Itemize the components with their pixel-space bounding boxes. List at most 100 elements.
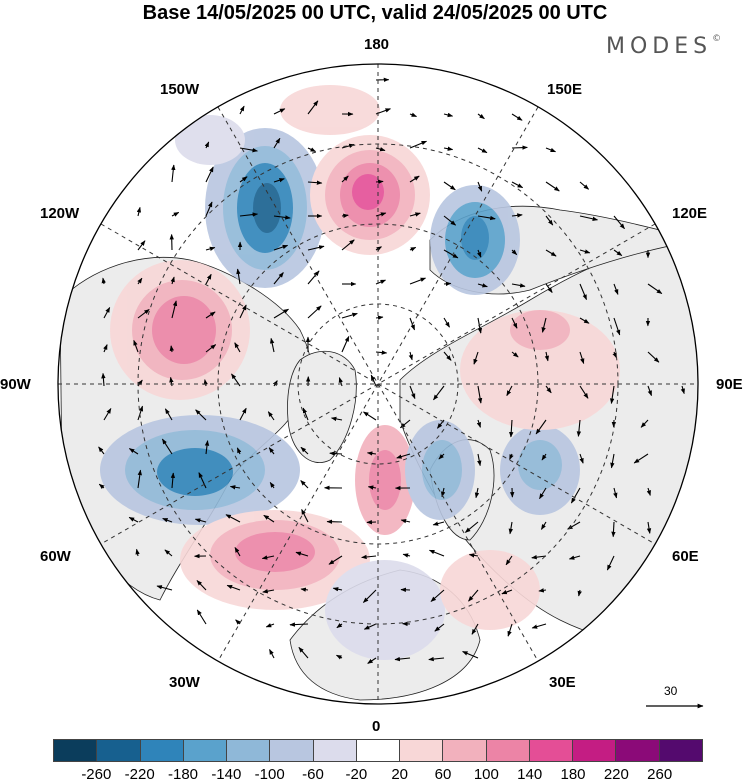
anomaly-positive-160w: [280, 85, 380, 135]
colorbar-cell: [54, 740, 98, 761]
wind-arrow: [402, 553, 411, 558]
wind-arrow: [103, 307, 111, 319]
wind-arrow: [509, 419, 514, 438]
wind-arrow: [511, 351, 519, 358]
lon-label-60w: 60W: [40, 548, 71, 565]
wind-vectors: [98, 77, 685, 664]
wind-arrow: [570, 487, 581, 504]
colorbar-cell: [659, 740, 702, 761]
wind-arrow: [579, 283, 588, 301]
wind-arrow: [647, 351, 660, 363]
wind-arrow: [307, 147, 316, 152]
wind-arrow: [225, 514, 241, 523]
wind-arrow: [170, 276, 175, 285]
wind-arrow: [409, 140, 428, 149]
wind-arrow: [128, 448, 139, 455]
wind-arrow: [443, 112, 454, 118]
wind-arrow: [394, 656, 411, 662]
wind-arrow: [289, 622, 309, 627]
wind-arrow: [328, 555, 343, 565]
wind-arrow: [443, 351, 452, 361]
lon-label-0: 0: [372, 718, 381, 735]
wind-arrow: [579, 181, 590, 190]
anomaly-negative-0: [325, 560, 445, 660]
wind-arrow: [535, 419, 547, 435]
wind-arrow: [307, 305, 322, 319]
wind-arrow: [375, 179, 384, 185]
colorbar-cell: [270, 740, 314, 761]
wind-arrow: [505, 555, 513, 566]
wind-arrow: [307, 180, 323, 185]
wind-arrow: [606, 555, 615, 571]
wind-arrow: [235, 619, 241, 625]
wind-arrow: [367, 485, 377, 490]
wind-arrow: [511, 113, 523, 121]
wind-arrow: [396, 453, 411, 459]
wind-arrow: [273, 244, 289, 251]
wind-arrow: [98, 483, 105, 490]
wind-arrow: [579, 249, 591, 254]
wind-arrow: [646, 521, 652, 534]
wind-arrow: [438, 453, 445, 460]
wind-arrow: [338, 377, 343, 387]
colorbar: [53, 739, 703, 762]
wind-arrow: [137, 405, 144, 421]
wind-arrow: [531, 623, 547, 629]
wind-arrow: [646, 487, 651, 496]
wind-arrow: [234, 547, 241, 557]
wind-arrow: [136, 206, 142, 217]
wind-arrow: [301, 509, 309, 523]
wind-arrow: [509, 453, 514, 461]
wind-arrow: [273, 215, 291, 220]
lon-label-30e: 30E: [549, 674, 576, 691]
wind-arrow: [273, 308, 289, 319]
wind-arrow: [341, 213, 349, 219]
wind-arrow: [545, 249, 557, 257]
wind-arrow: [234, 342, 241, 353]
wind-arrow: [236, 268, 241, 285]
wind-arrow: [156, 585, 173, 591]
wind-arrow: [544, 351, 550, 362]
wind-arrow: [443, 281, 452, 287]
wind-arrow: [613, 215, 625, 230]
wind-arrow: [137, 240, 146, 251]
wind-arrow: [541, 453, 547, 461]
wind-arrow: [433, 385, 445, 401]
wind-arrow: [336, 654, 343, 660]
wind-arrow: [430, 589, 445, 602]
lon-label-90w: 90W: [0, 376, 31, 393]
wind-arrow: [647, 385, 653, 397]
wind-arrow: [531, 554, 547, 560]
wind-arrow: [579, 351, 585, 365]
wind-arrow: [103, 344, 108, 353]
wind-arrow: [194, 518, 207, 523]
wind-arrow: [477, 147, 488, 154]
wind-arrow: [409, 212, 421, 217]
wind-arrow: [204, 440, 210, 455]
wind-arrow: [205, 273, 212, 285]
wind-arrow: [576, 419, 582, 437]
wind-arrow: [239, 304, 247, 319]
wind-arrow: [137, 277, 143, 285]
wind-arrow: [511, 249, 518, 255]
wind-arrow: [164, 549, 173, 557]
colorbar-tick-label: -100: [254, 766, 285, 783]
colorbar-tick-label: 140: [517, 766, 543, 783]
lon-label-90e: 90E: [716, 376, 743, 393]
graticule: [58, 64, 698, 704]
wind-arrow: [269, 649, 275, 659]
wind-arrow: [239, 212, 259, 217]
wind-arrow: [341, 335, 350, 353]
wind-arrow: [579, 317, 590, 324]
wind-arrow: [443, 317, 450, 328]
wind-arrow: [473, 351, 479, 365]
wind-arrow: [137, 469, 142, 489]
wind-arrow: [443, 215, 457, 226]
wind-arrow: [613, 283, 619, 295]
wind-arrow: [273, 137, 281, 149]
wind-arrow: [511, 317, 518, 329]
wind-arrow: [171, 211, 180, 217]
wind-arrow: [195, 409, 207, 421]
wind-arrow: [273, 272, 284, 285]
